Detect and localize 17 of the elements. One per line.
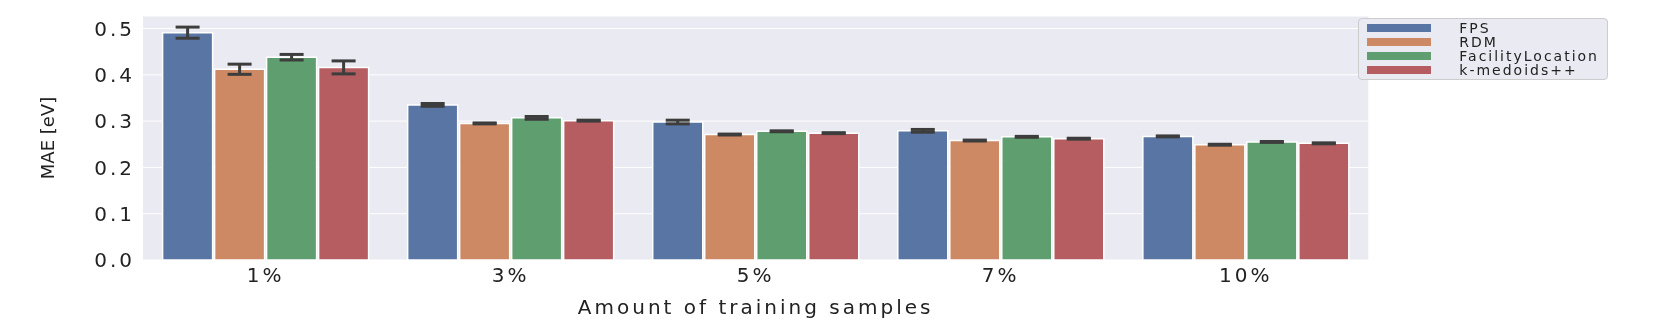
x-tick-label: 1% — [246, 263, 285, 288]
y-tick-label: 0.2 — [94, 155, 135, 180]
y-tick-label: 0.3 — [94, 109, 135, 134]
y-axis-title: MAE [eV] — [37, 96, 59, 180]
legend-label: FacilityLocation — [1459, 48, 1599, 64]
x-tick-label: 10% — [1219, 263, 1273, 288]
legend-label: RDM — [1459, 34, 1498, 50]
y-tick-label: 0.5 — [94, 16, 135, 41]
legend-label: FPS — [1459, 20, 1491, 36]
y-tick-label: 0.4 — [94, 62, 135, 87]
x-tick-label: 3% — [491, 263, 530, 288]
x-axis-title: Amount of training samples — [577, 295, 934, 319]
x-tick-label: 5% — [736, 263, 775, 288]
y-tick-label: 0.0 — [94, 248, 135, 273]
y-tick-label: 0.1 — [94, 201, 135, 226]
legend-label: k-medoids++ — [1459, 62, 1578, 78]
x-tick-label: 7% — [981, 263, 1020, 288]
